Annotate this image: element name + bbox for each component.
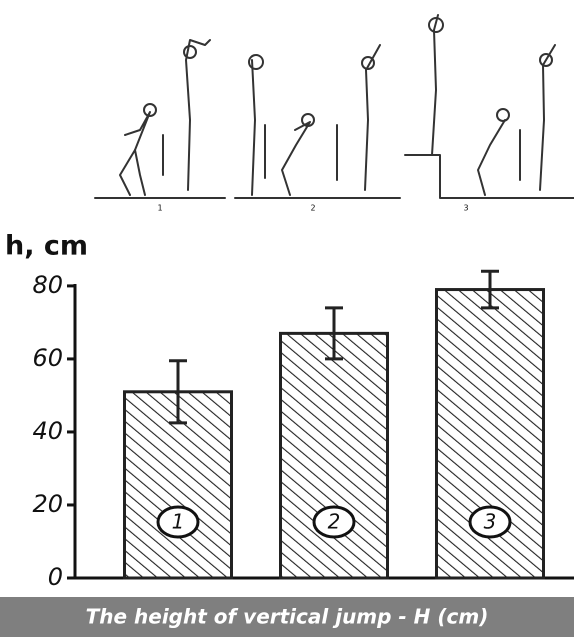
category-label: 2 xyxy=(328,510,341,534)
y-tick-label: 20 xyxy=(32,490,63,518)
bar xyxy=(281,333,388,578)
category-label: 3 xyxy=(484,510,497,534)
category-label: 1 xyxy=(172,510,185,534)
y-tick-label: 60 xyxy=(32,344,63,372)
y-tick-label: 80 xyxy=(32,271,63,299)
chart-title: The height of vertical jump - H (cm) xyxy=(86,605,489,629)
illustration-label: 1 xyxy=(157,204,162,213)
y-axis-label: h, cm xyxy=(5,231,88,262)
y-tick-label: 40 xyxy=(32,417,63,445)
y-tick-label: 0 xyxy=(48,563,63,591)
illustration-label: 2 xyxy=(310,204,315,213)
chart: h, cm The height of vertical jump - H (c… xyxy=(0,0,574,637)
illustrations xyxy=(95,15,574,198)
illustration-label: 3 xyxy=(463,204,468,213)
